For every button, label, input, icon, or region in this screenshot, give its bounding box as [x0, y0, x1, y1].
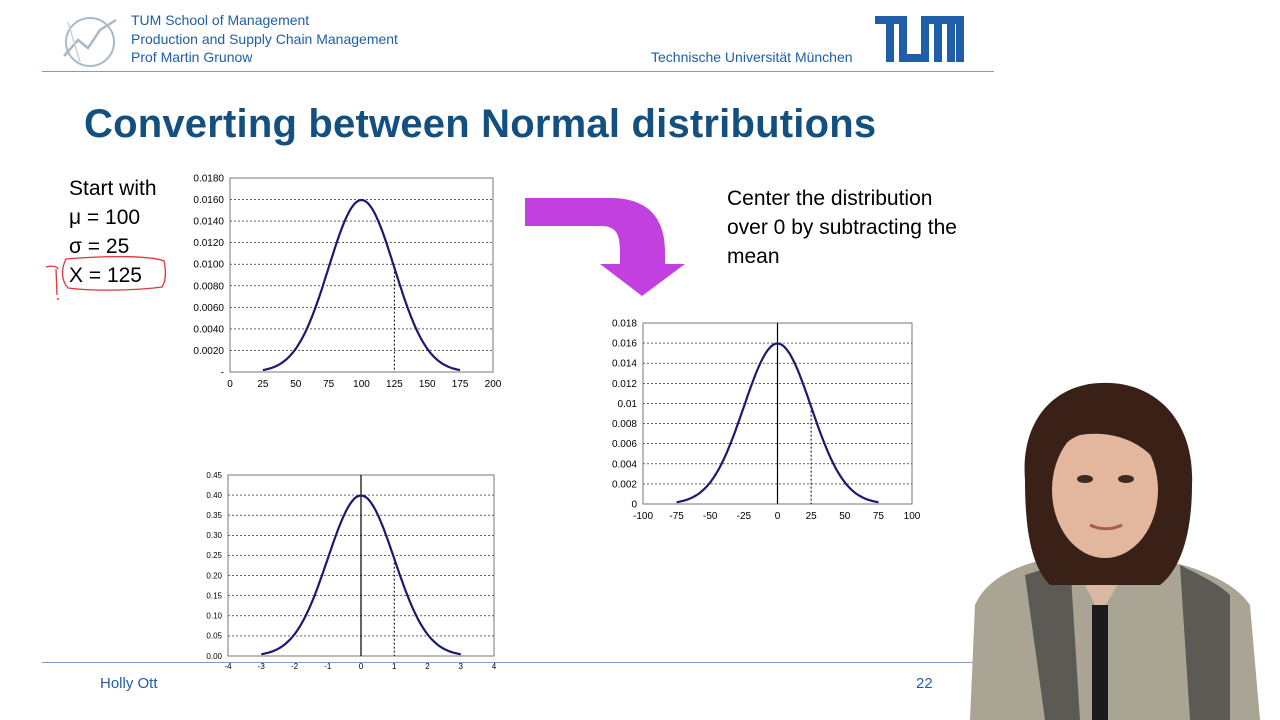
x-tick-label: 175 [452, 379, 469, 390]
x-tick-label: 50 [839, 511, 851, 522]
x-tick-label: 50 [290, 379, 302, 390]
header-divider [42, 71, 994, 72]
y-tick-label: 0.004 [612, 459, 637, 470]
x-tick-label: 0 [227, 379, 233, 390]
x-tick-label: -3 [258, 662, 266, 671]
x-tick-label: -100 [633, 511, 653, 522]
chart-standard-svg: 0.00 0.05 0.10 0.15 0.20 0.25 0.30 0.35 0.40 0.45… [206, 471, 497, 671]
x-tick-label: 100 [353, 379, 370, 390]
y-tick-label: 0.012 [612, 379, 637, 390]
x-tick-label: 3 [459, 662, 464, 671]
chart-original-svg: - 0.0020 0.0040 0.0060 0.0080 0.0100 0.0120 0.0… [193, 174, 502, 391]
x-tick-label: 2 [425, 662, 430, 671]
x-tick-label: -25 [737, 511, 752, 522]
footer-author: Holly Ott [100, 675, 158, 692]
x-tick-label: 0 [359, 662, 364, 671]
footer-divider [42, 662, 994, 663]
university-name: Technische Universität München [651, 49, 853, 65]
y-tick-label: 0.40 [206, 491, 222, 500]
y-tick-label: 0.10 [206, 612, 222, 621]
school-logo-icon [63, 17, 117, 67]
chart-centered-distribution: 0 0.002 0.004 0.006 0.008 0.01 0.012 0.014 0.016… [600, 313, 930, 531]
x-tick-label: 100 [904, 511, 921, 522]
x-tick-label: 0 [775, 511, 781, 522]
x-tick-label: 25 [806, 511, 818, 522]
y-tick-label: 0.01 [618, 399, 638, 410]
x-value: X = 125 [69, 264, 142, 287]
x-tick-label: -1 [324, 662, 332, 671]
header-institution: TUM School of Management Production and … [131, 11, 398, 67]
plot-frame [229, 177, 494, 373]
x-tick-label: 150 [419, 379, 436, 390]
y-tick-label: 0.25 [206, 551, 222, 560]
y-tick-label: 0.0140 [193, 217, 224, 228]
y-tick-label: 0.0020 [193, 346, 224, 357]
y-tick-label: 0.008 [612, 419, 637, 430]
x-tick-label: 125 [386, 379, 403, 390]
x-tick-label: 200 [485, 379, 502, 390]
y-tick-label: 0.006 [612, 439, 637, 450]
x-tick-label: 25 [257, 379, 269, 390]
y-tick-label: 0.20 [206, 571, 222, 580]
x-tick-label: -75 [669, 511, 684, 522]
y-tick-label: 0.0060 [193, 303, 224, 314]
x-tick-label: -2 [291, 662, 299, 671]
x-tick-label: 75 [873, 511, 885, 522]
y-tick-label: 0.014 [612, 359, 637, 370]
x-tick-label: -4 [224, 662, 232, 671]
y-tick-label: 0.0080 [193, 281, 224, 292]
mu-value: μ = 100 [69, 206, 141, 229]
y-tick-label: 0.002 [612, 479, 637, 490]
header-line-1: TUM School of Management [131, 12, 310, 28]
x-tick-label: 1 [392, 662, 397, 671]
page-number: 22 [916, 675, 933, 692]
y-tick-label: 0.15 [206, 591, 222, 600]
normal-curve [676, 342, 879, 504]
y-tick-label: 0.0040 [193, 324, 224, 335]
chart-standard-distribution: 0.00 0.05 0.10 0.15 0.20 0.25 0.30 0.35 0.40 0.45… [190, 465, 510, 675]
y-tick-label: 0.0120 [193, 238, 224, 249]
y-tick-label: 0.30 [206, 531, 222, 540]
x-tick-label: 4 [492, 662, 497, 671]
header-line-3: Prof Martin Grunow [131, 49, 253, 65]
y-tick-label: 0.45 [206, 471, 222, 480]
handwritten-circle-annotation [45, 255, 166, 300]
y-tick-label: 0.0160 [193, 195, 224, 206]
y-tick-label: 0 [631, 500, 637, 511]
x-tick-label: 75 [323, 379, 335, 390]
sigma-value: σ = 25 [69, 235, 130, 258]
slide-title: Converting between Normal distributions [84, 102, 877, 146]
presenter-video [970, 382, 1260, 720]
chart-original-distribution: - 0.0020 0.0040 0.0060 0.0080 0.0100 0.0120 0.0… [180, 168, 510, 398]
curved-arrow-icon [525, 198, 685, 296]
header-line-2: Production and Supply Chain Management [131, 30, 398, 47]
start-parameters: Start with μ = 100 σ = 25 X = 125 [69, 174, 157, 290]
y-tick-label: 0.0100 [193, 260, 224, 271]
normal-curve [262, 198, 461, 372]
chart-centered-svg: 0 0.002 0.004 0.006 0.008 0.01 0.012 0.014 0.016… [612, 319, 921, 523]
center-explanation: Center the distribution over 0 by subtra… [727, 187, 957, 268]
y-tick-label: 0.016 [612, 339, 637, 350]
y-tick-label: 0.00 [206, 652, 222, 661]
normal-curve [261, 494, 461, 656]
start-label: Start with [69, 177, 157, 200]
y-tick-label: - [221, 368, 224, 379]
tum-logo-icon [875, 16, 964, 62]
y-tick-label: 0.05 [206, 632, 222, 641]
y-tick-label: 0.35 [206, 511, 222, 520]
x-tick-label: -50 [703, 511, 718, 522]
y-tick-label: 0.018 [612, 319, 637, 330]
y-tick-label: 0.0180 [193, 174, 224, 185]
